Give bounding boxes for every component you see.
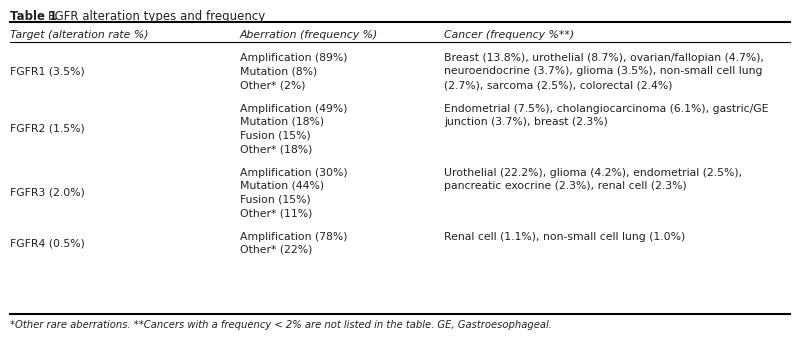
- Text: *Other rare aberrations. **Cancers with a frequency < 2% are not listed in the t: *Other rare aberrations. **Cancers with …: [10, 320, 551, 330]
- Text: Table 1: Table 1: [10, 10, 57, 23]
- Text: Fusion (15%): Fusion (15%): [240, 131, 310, 140]
- Text: Mutation (8%): Mutation (8%): [240, 67, 318, 76]
- Text: Target (alteration rate %): Target (alteration rate %): [10, 30, 148, 40]
- Text: Amplification (78%): Amplification (78%): [240, 232, 347, 241]
- Text: Other* (11%): Other* (11%): [240, 208, 312, 218]
- Text: Renal cell (1.1%), non-small cell lung (1.0%): Renal cell (1.1%), non-small cell lung (…: [444, 232, 686, 241]
- Text: (2.7%), sarcoma (2.5%), colorectal (2.4%): (2.7%), sarcoma (2.5%), colorectal (2.4%…: [444, 80, 673, 90]
- Text: Other* (2%): Other* (2%): [240, 80, 306, 90]
- Text: Mutation (44%): Mutation (44%): [240, 181, 324, 191]
- Text: pancreatic exocrine (2.3%), renal cell (2.3%): pancreatic exocrine (2.3%), renal cell (…: [444, 181, 686, 191]
- Text: Amplification (89%): Amplification (89%): [240, 53, 347, 63]
- Text: FGFR alteration types and frequency: FGFR alteration types and frequency: [48, 10, 265, 23]
- Text: junction (3.7%), breast (2.3%): junction (3.7%), breast (2.3%): [444, 117, 608, 127]
- Text: Urothelial (22.2%), glioma (4.2%), endometrial (2.5%),: Urothelial (22.2%), glioma (4.2%), endom…: [444, 168, 742, 177]
- Text: Amplification (30%): Amplification (30%): [240, 168, 348, 177]
- Text: neuroendocrine (3.7%), glioma (3.5%), non-small cell lung: neuroendocrine (3.7%), glioma (3.5%), no…: [444, 67, 762, 76]
- Text: Endometrial (7.5%), cholangiocarcinoma (6.1%), gastric/GE: Endometrial (7.5%), cholangiocarcinoma (…: [444, 103, 769, 114]
- Text: Other* (18%): Other* (18%): [240, 144, 312, 154]
- Text: Other* (22%): Other* (22%): [240, 245, 312, 255]
- Text: Mutation (18%): Mutation (18%): [240, 117, 324, 127]
- Text: FGFR2 (1.5%): FGFR2 (1.5%): [10, 124, 84, 134]
- Text: Breast (13.8%), urothelial (8.7%), ovarian/fallopian (4.7%),: Breast (13.8%), urothelial (8.7%), ovari…: [444, 53, 764, 63]
- Text: Fusion (15%): Fusion (15%): [240, 194, 310, 204]
- Text: FGFR3 (2.0%): FGFR3 (2.0%): [10, 188, 85, 198]
- Text: FGFR1 (3.5%): FGFR1 (3.5%): [10, 67, 84, 76]
- Text: Cancer (frequency %**): Cancer (frequency %**): [444, 30, 574, 40]
- Text: FGFR4 (0.5%): FGFR4 (0.5%): [10, 238, 85, 248]
- Text: Amplification (49%): Amplification (49%): [240, 103, 347, 114]
- Text: Aberration (frequency %): Aberration (frequency %): [240, 30, 378, 40]
